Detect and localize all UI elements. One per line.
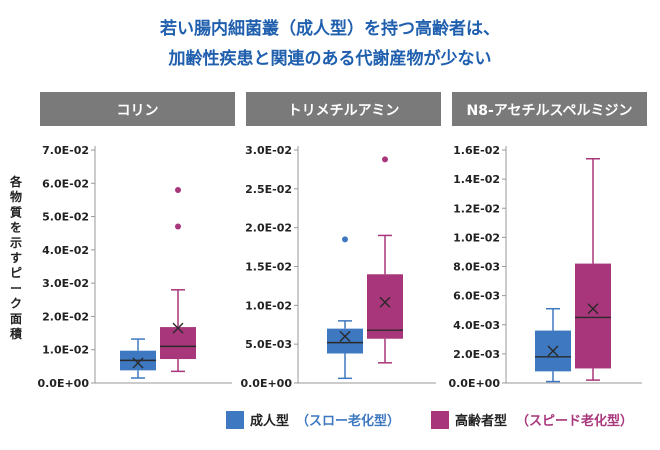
box-series xyxy=(367,156,403,364)
box-series xyxy=(327,236,363,380)
mean-marker xyxy=(379,296,391,308)
panel-header xyxy=(246,92,441,126)
y-tick-label: 1.0E-02 xyxy=(245,299,292,312)
panel-header xyxy=(40,92,235,126)
y-tick-label: 1.0E-02 xyxy=(453,231,500,244)
y-tick-label: 2.0E-02 xyxy=(42,310,89,323)
mean-marker xyxy=(132,357,144,369)
y-tick-label: 7.0E-02 xyxy=(42,144,89,157)
outlier-point xyxy=(175,186,181,193)
y-tick-label: 5.0E-02 xyxy=(42,211,89,224)
y-tick-label: 4.0E-03 xyxy=(453,319,500,332)
y-axis-label-char: を xyxy=(10,221,22,235)
panel-title: N8-アセチルスペルミジン xyxy=(466,103,632,119)
y-tick-label: 2.0E-02 xyxy=(245,222,292,235)
box-series xyxy=(120,338,156,379)
y-axis-label-char: 面 xyxy=(10,312,22,326)
mean-marker xyxy=(547,345,559,357)
y-tick-label: 1.0E-02 xyxy=(42,344,89,357)
y-axis-label-char: 各 xyxy=(9,174,23,189)
chart-panel: コリン 0.0E+00 1.0E-02 2.0E-02 3.0E-02 4.0E-02 5.… xyxy=(37,92,235,390)
box-series xyxy=(160,186,196,373)
panel-header xyxy=(452,92,647,126)
legend-elderly-swatch xyxy=(431,411,449,429)
outlier-point xyxy=(342,236,348,243)
y-axis-label-char: 積 xyxy=(9,326,23,341)
box-iqr xyxy=(327,328,363,354)
y-tick-label: 4.0E-02 xyxy=(42,244,89,257)
panel-title: コリン xyxy=(117,103,159,119)
y-tick-label: 3.0E-02 xyxy=(42,277,89,290)
y-tick-label: 5.0E-03 xyxy=(245,338,292,351)
legend-adult-swatch xyxy=(226,411,244,429)
y-tick-label: 6.0E-03 xyxy=(453,290,500,303)
y-axis-label-char: 示 xyxy=(9,236,22,250)
legend: 成人型 （スロー老化型） 高齢者型 （スピード老化型） xyxy=(226,411,633,429)
outlier-point xyxy=(175,223,181,230)
box-series xyxy=(535,307,571,383)
y-axis-label-char: ー xyxy=(10,281,22,295)
mean-marker xyxy=(587,303,599,315)
y-tick-label: 0.0E+00 xyxy=(448,377,500,390)
y-tick-label: 0.0E+00 xyxy=(37,377,89,390)
chart-panel: N8-アセチルスペルミジン 0.0E+00 2.0E-03 4.0E-03 6.0E-0… xyxy=(448,92,647,390)
legend-elderly-label: 高齢者型 xyxy=(455,413,507,429)
y-tick-label: 1.5E-02 xyxy=(245,261,292,274)
y-tick-label: 0.0E+00 xyxy=(240,377,292,390)
outlier-point xyxy=(382,156,388,163)
y-axis-label-char: ピ xyxy=(10,266,22,280)
y-axis-label-char: 物 xyxy=(10,189,22,204)
mean-marker xyxy=(339,330,351,342)
legend-elderly-sub: （スピード老化型） xyxy=(516,413,633,429)
y-axis-label-char: す xyxy=(10,251,22,265)
y-tick-label: 1.2E-02 xyxy=(453,202,500,215)
y-tick-label: 3.0E-02 xyxy=(245,144,292,157)
box-iqr xyxy=(575,263,611,369)
y-tick-label: 8.0E-03 xyxy=(453,261,500,274)
y-tick-label: 1.4E-02 xyxy=(453,173,500,186)
figure-title-line1: 若い腸内細菌叢（成人型）を持つ高齢者は、 xyxy=(159,18,500,39)
figure-title-line2: 加齢性疾患と関連のある代謝産物が少ない xyxy=(168,48,492,69)
y-axis-label-char: ク xyxy=(10,297,22,311)
chart-panel: トリメチルアミン 0.0E+00 5.0E-03 1.0E-02 1.5E-02 2.0E… xyxy=(240,92,441,390)
mean-marker xyxy=(172,322,184,334)
y-tick-label: 2.5E-02 xyxy=(245,183,292,196)
legend-adult-label: 成人型 xyxy=(250,413,289,429)
y-tick-label: 1.6E-02 xyxy=(453,144,500,157)
y-tick-label: 6.0E-02 xyxy=(42,177,89,190)
y-tick-label: 2.0E-03 xyxy=(453,348,500,361)
legend-adult-sub: （スロー老化型） xyxy=(296,413,400,429)
chart-panels: コリン 0.0E+00 1.0E-02 2.0E-02 3.0E-02 4.0E-02 5.… xyxy=(37,92,647,390)
panel-title: トリメチルアミン xyxy=(288,103,400,119)
box-iqr xyxy=(160,327,196,360)
y-axis-label-char: 質 xyxy=(10,204,22,219)
box-iqr xyxy=(367,274,403,339)
box-series xyxy=(575,157,611,381)
